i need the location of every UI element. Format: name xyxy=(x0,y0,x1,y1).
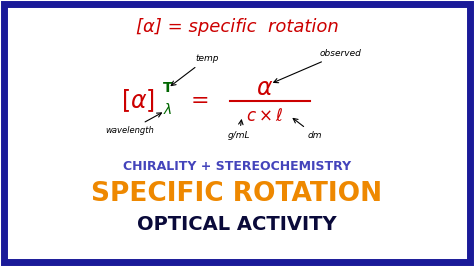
Text: SPECIFIC ROTATION: SPECIFIC ROTATION xyxy=(91,181,383,207)
Text: observed: observed xyxy=(273,49,362,83)
Text: $c \times \ell$: $c \times \ell$ xyxy=(246,107,284,125)
Text: dm: dm xyxy=(293,118,322,140)
Text: $[\alpha]$: $[\alpha]$ xyxy=(121,88,155,114)
Text: $\alpha$: $\alpha$ xyxy=(256,76,273,100)
Text: [α] = specific  rotation: [α] = specific rotation xyxy=(136,18,338,36)
Text: temp: temp xyxy=(171,54,219,86)
Text: =: = xyxy=(191,91,210,111)
Text: g/mL: g/mL xyxy=(228,120,250,140)
Text: CHIRALITY + STEREOCHEMISTRY: CHIRALITY + STEREOCHEMISTRY xyxy=(123,160,351,172)
Text: $\lambda$: $\lambda$ xyxy=(164,102,173,118)
Text: wavelength: wavelength xyxy=(105,113,162,135)
Text: OPTICAL ACTIVITY: OPTICAL ACTIVITY xyxy=(137,214,337,234)
Text: T: T xyxy=(163,81,173,95)
